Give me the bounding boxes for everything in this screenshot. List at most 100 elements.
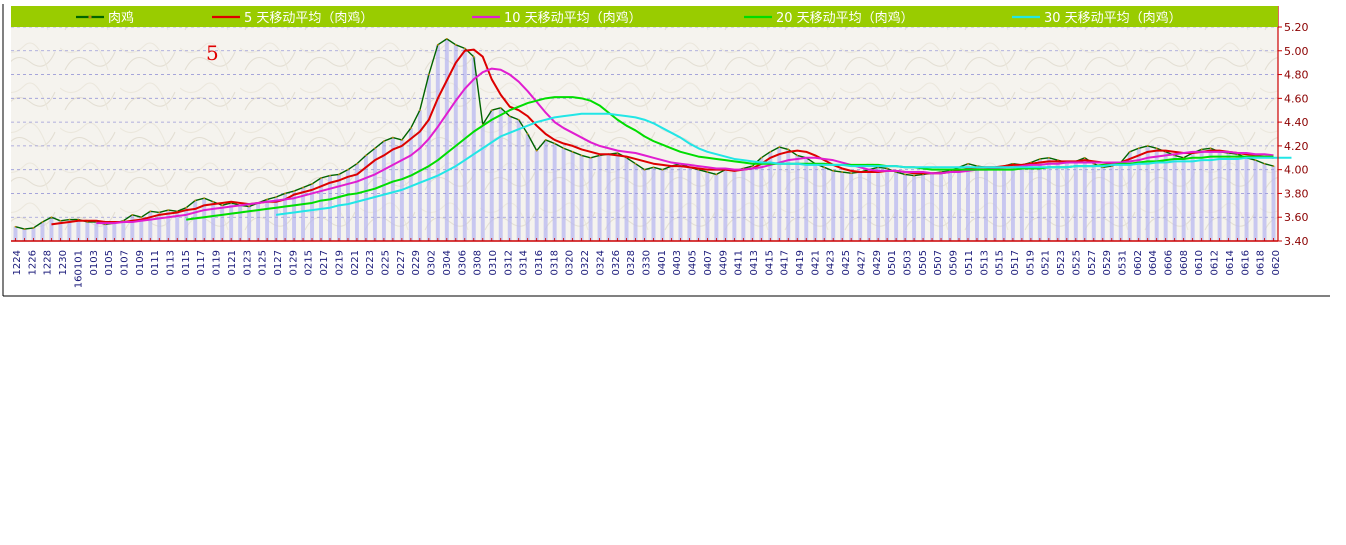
x-tick-label: 0616 [1240, 250, 1251, 275]
x-tick-label: 0316 [534, 250, 545, 275]
price-point [23, 228, 26, 231]
bar [939, 172, 944, 241]
bar [849, 173, 854, 241]
x-tick-label: 0405 [688, 250, 699, 275]
price-point [284, 192, 286, 195]
bar [867, 169, 872, 241]
bar [840, 172, 845, 241]
x-tick-label: 0413 [749, 250, 760, 275]
bar [957, 167, 961, 241]
legend-label: 肉鸡 [108, 10, 134, 26]
price-point [347, 168, 349, 171]
x-tick-label: 1230 [58, 250, 69, 275]
price-point [203, 197, 206, 200]
bar [831, 170, 836, 241]
bar [381, 141, 386, 241]
bar [894, 172, 899, 241]
price-point [427, 73, 430, 76]
bar [813, 163, 818, 241]
bar [1217, 151, 1222, 241]
bar [1082, 157, 1087, 241]
series-line-ma-2 [96, 67, 1274, 225]
bar [453, 44, 458, 241]
x-tick-label: 0409 [718, 250, 729, 275]
legend-label: 10 天移动平均（肉鸡） [504, 10, 642, 26]
bar [426, 74, 431, 241]
series-lines [14, 37, 1292, 231]
bar [1118, 162, 1123, 241]
x-tick-label: 0113 [166, 250, 177, 275]
x-tick-label: 0324 [595, 250, 606, 275]
price-point [571, 150, 574, 153]
bar [1235, 154, 1240, 241]
y-axis-ticks: 5.20 5.00 4.80 4.60 4.40 4.20 4.00 3.80 3.60 3.40 [1278, 21, 1309, 248]
bar [202, 198, 207, 241]
x-tick-label: 0620 [1271, 250, 1282, 275]
bar [1154, 148, 1159, 241]
bar [1244, 157, 1249, 241]
price-point [472, 55, 475, 58]
bar [148, 211, 153, 241]
price-point [445, 37, 448, 40]
bar [31, 227, 36, 241]
x-tick-label: 0314 [519, 250, 530, 275]
price-point [374, 147, 376, 150]
y-tick-label: 4.20 [1284, 140, 1309, 153]
price-point [311, 183, 313, 185]
bar [58, 220, 63, 241]
bar [265, 199, 270, 241]
price-point [706, 171, 709, 173]
x-tick-label: 0427 [856, 250, 867, 275]
x-tick-label: 0312 [503, 250, 514, 275]
bar [597, 155, 602, 241]
x-tick-label: 0421 [810, 250, 821, 275]
x-tick-label: 0519 [1025, 250, 1036, 275]
bar [822, 167, 827, 241]
x-tick-label: 0328 [626, 250, 637, 275]
x-tick-label: 0225 [380, 250, 391, 275]
bar [588, 157, 593, 241]
x-tick-label: 0129 [288, 250, 299, 275]
bar [759, 157, 764, 241]
x-tick-label: 0111 [150, 250, 161, 275]
price-point [1254, 159, 1257, 162]
bar [1001, 166, 1006, 241]
legend-label: 20 天移动平均（肉鸡） [776, 10, 914, 26]
x-tick-label: 0107 [119, 250, 130, 275]
price-point [544, 139, 547, 141]
price-point [832, 169, 835, 172]
x-tick-label: 0618 [1256, 250, 1267, 275]
bar [966, 163, 970, 241]
x-tick-label: 0227 [396, 250, 407, 275]
bar [363, 155, 368, 241]
bar [1028, 162, 1033, 241]
price-point [913, 174, 915, 177]
price-point [14, 225, 17, 228]
bar [13, 226, 18, 241]
bar [1046, 157, 1051, 241]
bar [310, 183, 314, 241]
x-tick-label: 0417 [780, 250, 791, 275]
bar [1226, 153, 1231, 241]
legend: 肉鸡 5 天移动平均（肉鸡） 10 天移动平均（肉鸡） 20 天移动平均（肉鸡） 30 … [11, 6, 1278, 27]
bar [175, 211, 180, 241]
price-point [409, 127, 412, 129]
legend-label: 30 天移动平均（肉鸡） [1044, 10, 1182, 26]
x-tick-label: 0310 [488, 250, 499, 275]
x-tick-label: 0229 [411, 250, 422, 275]
x-tick-label: 0525 [1071, 250, 1082, 275]
bar [390, 137, 395, 241]
bar [193, 200, 198, 241]
price-point [634, 162, 637, 165]
price-point [185, 206, 188, 209]
bar [633, 163, 638, 241]
price-point [167, 209, 170, 211]
x-tick-label: 0219 [334, 250, 345, 275]
bar [741, 168, 746, 241]
bar [525, 134, 530, 241]
bar [678, 163, 683, 241]
bar [112, 223, 117, 241]
price-point [1200, 148, 1203, 151]
